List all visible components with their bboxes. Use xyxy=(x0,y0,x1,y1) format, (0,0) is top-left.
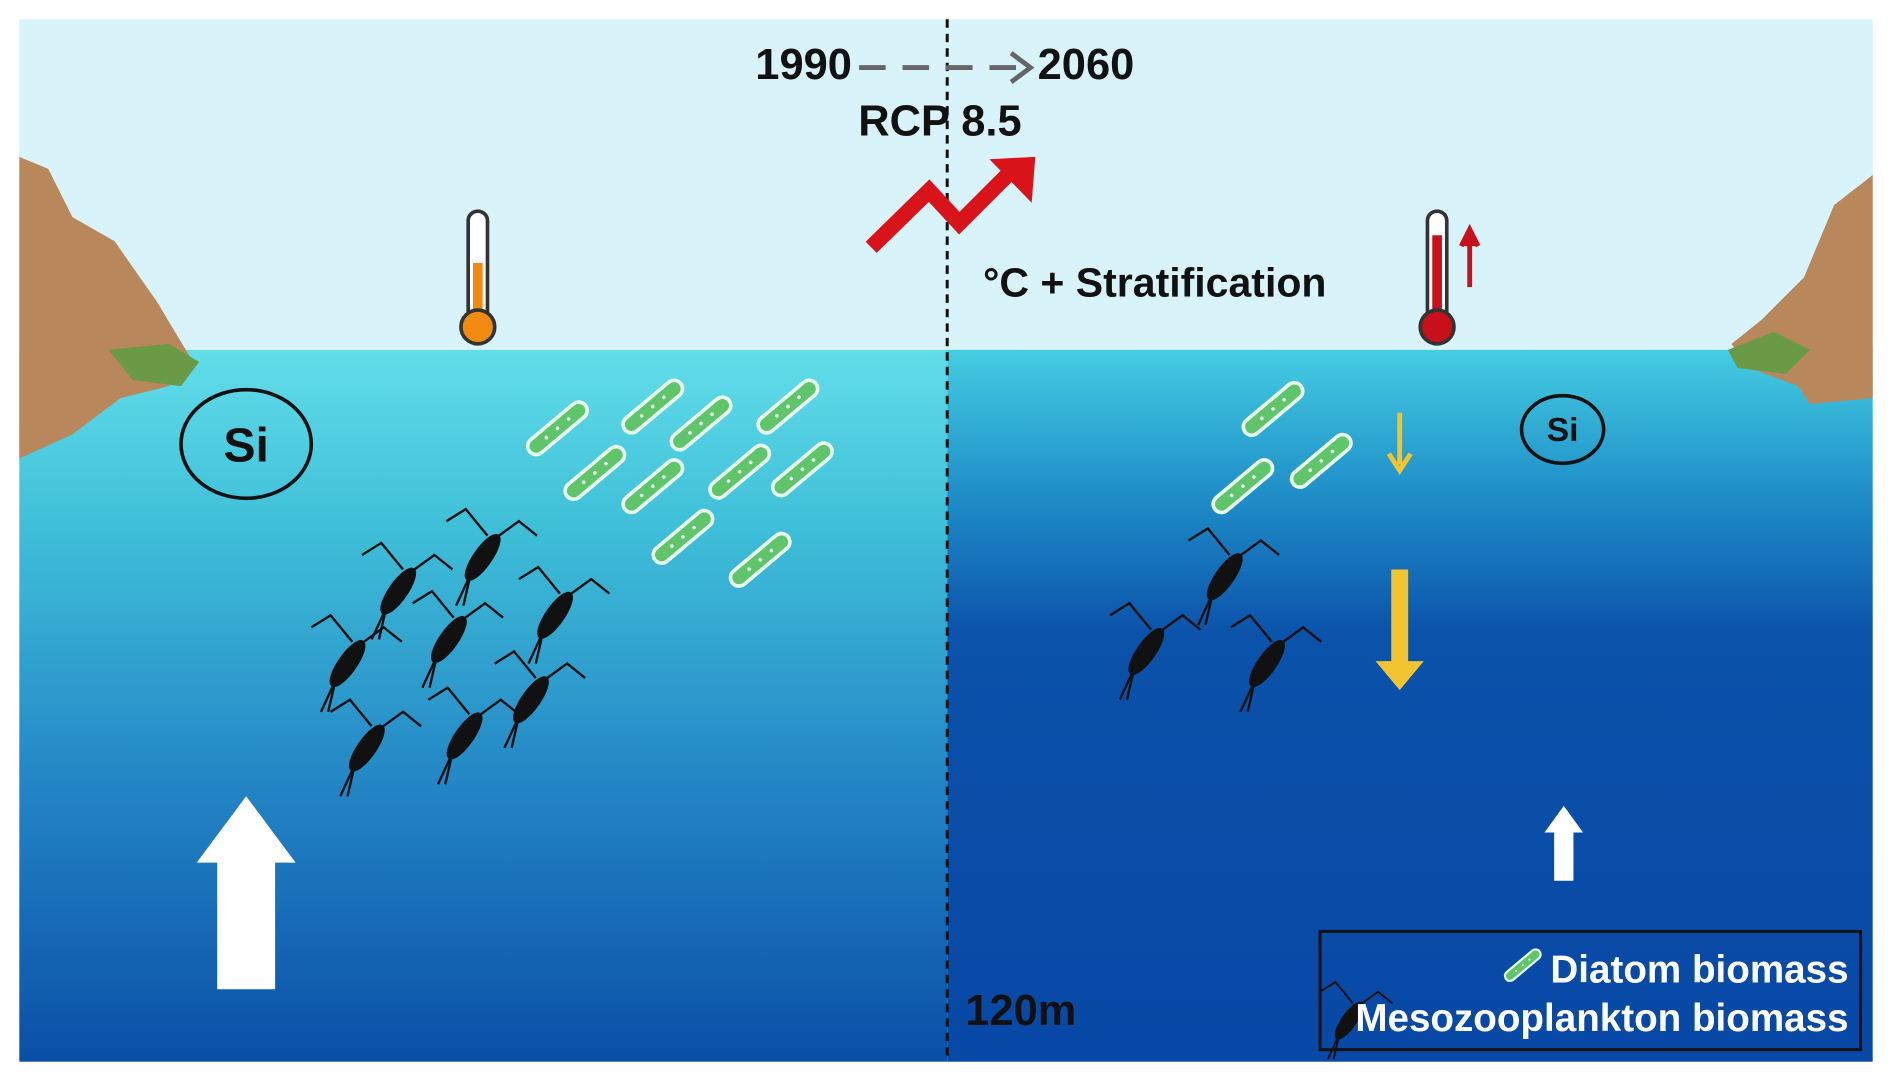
thermometer-left xyxy=(459,209,497,346)
change-label: °C + Stratification xyxy=(983,260,1326,306)
upwelling-arrow-1990 xyxy=(196,796,296,990)
vegetation-left xyxy=(108,343,200,387)
diatom-decline-arrow xyxy=(1386,412,1413,475)
cliff-left xyxy=(19,156,194,459)
upwelling-arrow-2060 xyxy=(1544,805,1584,881)
legend-label: Mesozooplankton biomass xyxy=(1355,997,1848,1040)
thermometer-right xyxy=(1418,209,1481,346)
legend-label: Diatom biomass xyxy=(1550,949,1848,992)
time-arrow-head xyxy=(1009,51,1035,84)
si-circle-right xyxy=(1519,393,1606,466)
water-2060 xyxy=(947,349,1873,1062)
zooplankton-decline-arrow xyxy=(1375,569,1424,691)
si-right: Si xyxy=(1547,411,1579,449)
si-left: Si xyxy=(223,419,269,473)
depth-label: 120m xyxy=(965,987,1076,1035)
warming-arrow-head xyxy=(989,156,1036,203)
si-circle-left xyxy=(179,387,314,501)
start-year: 1990 xyxy=(755,41,852,89)
warming-arrow xyxy=(865,165,1017,253)
end-year: 2060 xyxy=(1038,41,1135,89)
vegetation-right xyxy=(1727,331,1810,375)
legend-box xyxy=(1318,929,1863,1052)
scenario: RCP 8.5 xyxy=(858,98,1021,146)
